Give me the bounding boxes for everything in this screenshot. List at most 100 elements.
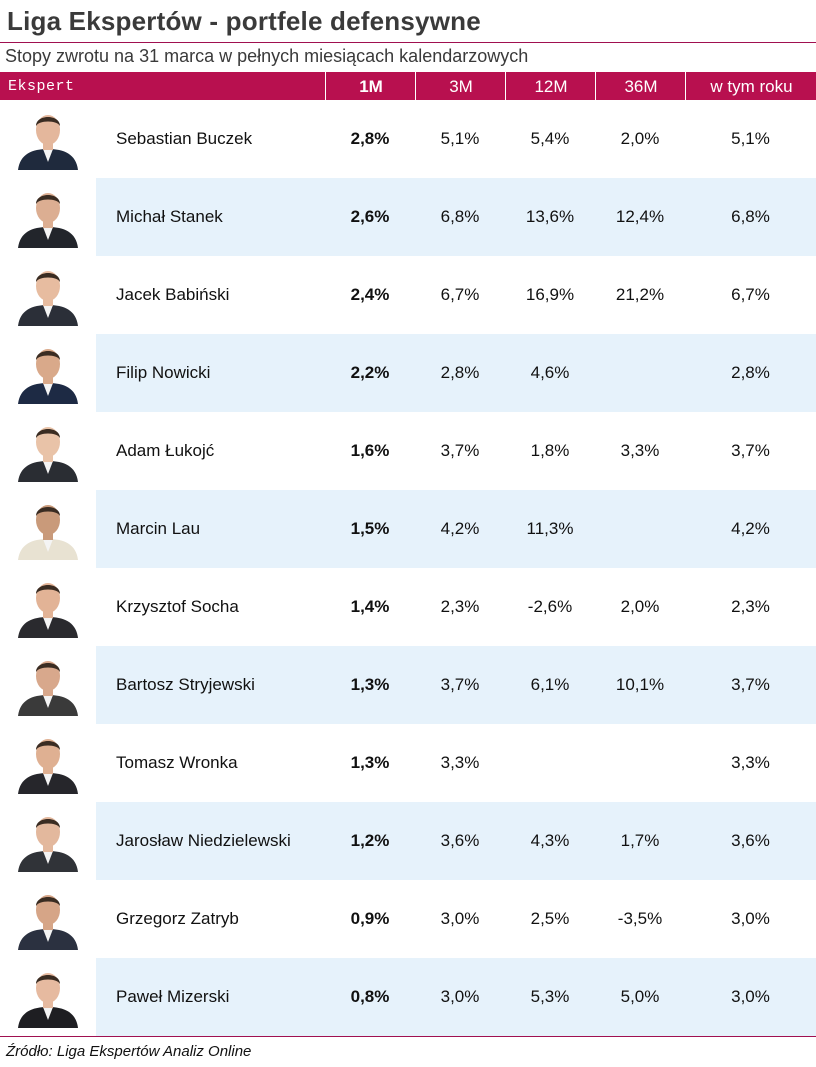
table-row: Michał Stanek 2,6% 6,8% 13,6% 12,4% 6,8% — [0, 178, 816, 256]
expert-name: Tomasz Wronka — [116, 753, 238, 772]
avatar — [14, 732, 82, 794]
person-photo-icon — [18, 271, 78, 326]
expert-name: Krzysztof Socha — [116, 597, 239, 616]
return-3m: 6,7% — [440, 285, 480, 304]
expert-name: Michał Stanek — [116, 207, 223, 226]
return-12m: 11,3% — [526, 519, 574, 538]
return-12m: 16,9% — [525, 285, 575, 304]
avatar — [14, 186, 82, 248]
avatar — [14, 576, 82, 638]
return-1m: 2,6% — [350, 207, 390, 226]
return-1m: 2,8% — [350, 129, 390, 148]
expert-name: Paweł Mizerski — [116, 987, 230, 1006]
return-3m: 3,0% — [440, 987, 480, 1006]
person-photo-icon — [18, 661, 78, 716]
return-1m: 1,3% — [350, 753, 390, 772]
return-12m: 5,3% — [530, 987, 570, 1006]
return-ytd: 5,1% — [731, 129, 770, 148]
return-ytd: 2,3% — [731, 597, 770, 616]
title-divider — [0, 42, 816, 43]
return-1m: 1,5% — [350, 519, 390, 538]
person-photo-icon — [18, 349, 78, 404]
table-row: Filip Nowicki 2,2% 2,8% 4,6% 2,8% — [0, 334, 816, 412]
table-row: Sebastian Buczek 2,8% 5,1% 5,4% 2,0% 5,1% — [0, 100, 816, 178]
return-ytd: 4,2% — [731, 519, 770, 538]
return-1m: 1,2% — [350, 831, 390, 850]
return-36m: 3,3% — [620, 441, 660, 460]
return-36m: 10,1% — [615, 675, 665, 694]
page-subtitle: Stopy zwrotu na 31 marca w pełnych miesi… — [5, 46, 529, 66]
return-1m: 0,8% — [350, 987, 390, 1006]
return-36m: 1,7% — [620, 831, 660, 850]
return-36m: 12,4% — [615, 207, 665, 226]
table-row: Marcin Lau 1,5% 4,2% 11,3% 4,2% — [0, 490, 816, 568]
return-12m: 4,3% — [530, 831, 570, 850]
expert-name: Jacek Babiński — [116, 285, 230, 304]
expert-name: Marcin Lau — [116, 519, 201, 538]
return-1m: 2,2% — [350, 363, 390, 382]
return-12m: 2,5% — [530, 909, 570, 928]
row-band — [96, 958, 816, 1036]
column-header-ytd: w tym roku — [685, 72, 816, 100]
return-36m: 2,0% — [620, 597, 660, 616]
return-12m: 4,6% — [530, 363, 570, 382]
return-3m: 3,6% — [440, 831, 480, 850]
row-band — [96, 646, 816, 724]
person-photo-icon — [18, 739, 78, 794]
return-3m: 6,8% — [440, 207, 480, 226]
avatar — [14, 810, 82, 872]
return-3m: 3,0% — [440, 909, 480, 928]
row-band — [96, 334, 816, 412]
column-header-36m: 36M — [595, 72, 686, 100]
return-3m: 5,1% — [440, 129, 480, 148]
avatar — [14, 108, 82, 170]
table-row: Krzysztof Socha 1,4% 2,3% -2,6% 2,0% 2,3% — [0, 568, 816, 646]
return-12m: 13,6% — [525, 207, 575, 226]
avatar — [14, 498, 82, 560]
return-36m: -3,5% — [617, 909, 663, 928]
return-36m: 5,0% — [620, 987, 660, 1006]
person-photo-icon — [18, 817, 78, 872]
return-3m: 4,2% — [440, 519, 480, 538]
table-row: Jacek Babiński 2,4% 6,7% 16,9% 21,2% 6,7% — [0, 256, 816, 334]
expert-name: Filip Nowicki — [116, 363, 211, 382]
column-header-12m: 12M — [505, 72, 596, 100]
return-12m: 5,4% — [530, 129, 570, 148]
source-note: Źródło: Liga Ekspertów Analiz Online — [6, 1043, 252, 1060]
person-photo-icon — [18, 973, 78, 1028]
return-ytd: 3,7% — [731, 675, 770, 694]
row-band — [96, 490, 816, 568]
results-table-body: Sebastian Buczek 2,8% 5,1% 5,4% 2,0% 5,1% Mich… — [0, 100, 816, 1036]
return-12m: -2,6% — [527, 597, 573, 616]
avatar — [14, 342, 82, 404]
return-36m: 2,0% — [620, 129, 660, 148]
person-photo-icon — [18, 583, 78, 638]
avatar — [14, 966, 82, 1028]
avatar — [14, 420, 82, 482]
person-photo-icon — [18, 115, 78, 170]
return-ytd: 3,0% — [731, 909, 770, 928]
table-row: Tomasz Wronka 1,3% 3,3% 3,3% — [0, 724, 816, 802]
return-ytd: 3,7% — [731, 441, 770, 460]
return-ytd: 3,0% — [731, 987, 770, 1006]
return-1m: 1,3% — [350, 675, 390, 694]
return-12m: 1,8% — [530, 441, 570, 460]
return-3m: 2,3% — [440, 597, 480, 616]
person-photo-icon — [18, 895, 78, 950]
return-ytd: 3,3% — [731, 753, 770, 772]
table-row: Adam Łukojć 1,6% 3,7% 1,8% 3,3% 3,7% — [0, 412, 816, 490]
return-ytd: 2,8% — [731, 363, 770, 382]
table-row: Grzegorz Zatryb 0,9% 3,0% 2,5% -3,5% 3,0% — [0, 880, 816, 958]
return-3m: 2,8% — [440, 363, 480, 382]
avatar — [14, 888, 82, 950]
avatar — [14, 264, 82, 326]
return-3m: 3,3% — [440, 753, 480, 772]
page-title: Liga Ekspertów - portfele defensywne — [7, 6, 481, 36]
person-photo-icon — [18, 193, 78, 248]
table-row: Bartosz Stryjewski 1,3% 3,7% 6,1% 10,1% 3,7% — [0, 646, 816, 724]
expert-name: Sebastian Buczek — [116, 129, 253, 148]
avatar — [14, 654, 82, 716]
table-header: Ekspert 1M 3M 12M 36M w tym roku — [0, 72, 816, 100]
person-photo-icon — [18, 505, 78, 560]
return-ytd: 6,7% — [731, 285, 770, 304]
